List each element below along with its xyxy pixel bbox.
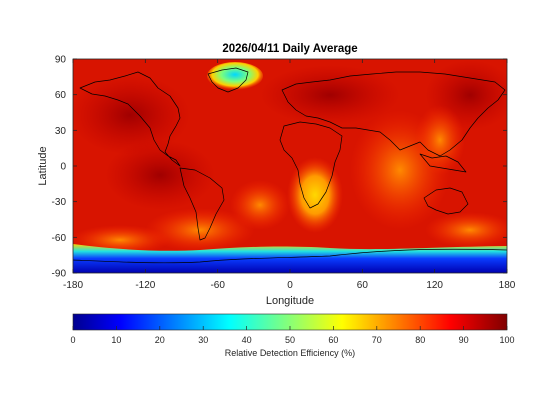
y-axis-label: Latitude — [37, 146, 49, 185]
colorbar-tick-label: 10 — [111, 335, 121, 345]
colorbar-tick-label: 30 — [198, 335, 208, 345]
y-tick-label: 0 — [60, 162, 66, 173]
x-tick-label: 120 — [426, 280, 443, 291]
x-axis-ticks: -180 -120 -60 0 60 120 180 — [63, 59, 516, 291]
colorbar-tick-label: 90 — [459, 335, 469, 345]
y-tick-label: 30 — [55, 126, 67, 137]
y-tick-label: 90 — [55, 55, 67, 66]
x-tick-label: -180 — [63, 280, 83, 291]
colorbar-tick-label: 40 — [242, 335, 252, 345]
colorbar-tick-label: 0 — [70, 335, 75, 345]
y-tick-label: -60 — [52, 233, 67, 244]
y-axis-ticks: 90 60 30 0 -30 -60 -90 — [52, 55, 507, 280]
x-tick-label: 60 — [357, 280, 369, 291]
x-tick-label: 0 — [287, 280, 293, 291]
coastlines — [73, 67, 507, 264]
y-tick-label: -90 — [52, 269, 67, 280]
x-tick-label: -120 — [135, 280, 155, 291]
y-tick-label: 60 — [55, 90, 67, 101]
y-tick-label: -30 — [52, 197, 67, 208]
colorbar-ticks: 0 10 20 30 40 50 60 70 80 90 100 — [70, 326, 515, 345]
heatmap-field — [73, 59, 507, 273]
x-tick-label: -60 — [210, 280, 225, 291]
colorbar-tick-label: 60 — [328, 335, 338, 345]
colorbar-tick-label: 70 — [372, 335, 382, 345]
colorbar-tick-label: 20 — [155, 335, 165, 345]
colorbar-tick-label: 80 — [415, 335, 425, 345]
x-axis-label: Longitude — [266, 295, 314, 307]
map-title: 2026/04/11 Daily Average — [222, 43, 357, 55]
x-tick-label: 180 — [499, 280, 516, 291]
colorbar-tick-label: 100 — [499, 335, 514, 345]
colorbar-label: Relative Detection Efficiency (%) — [225, 348, 355, 358]
colorbar-tick-label: 50 — [285, 335, 295, 345]
